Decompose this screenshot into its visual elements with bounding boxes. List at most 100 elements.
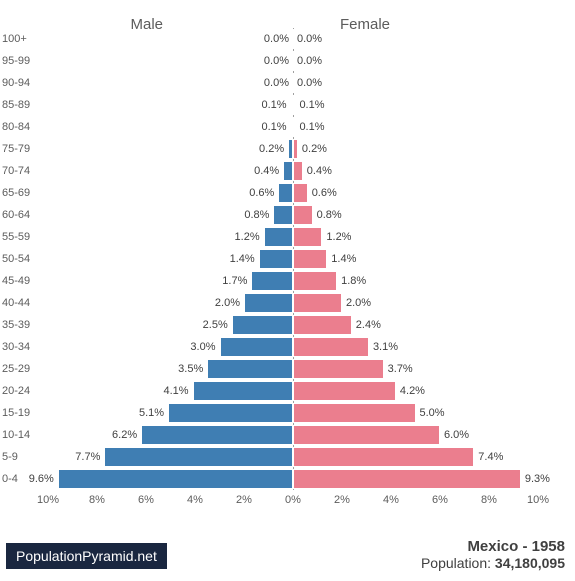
age-label: 85-89 <box>2 99 46 111</box>
bar-row: 0.8% 0.8% <box>48 204 538 226</box>
male-pct: 0.1% <box>261 99 286 111</box>
male-bar <box>232 315 293 335</box>
male-bar <box>273 205 293 225</box>
male-pct: 7.7% <box>75 451 100 463</box>
x-tick: 10% <box>527 494 549 506</box>
female-bar <box>293 227 322 247</box>
female-pct: 1.4% <box>331 253 356 265</box>
age-label: 95-99 <box>2 55 46 67</box>
age-label: 75-79 <box>2 143 46 155</box>
female-pct: 3.7% <box>388 363 413 375</box>
age-label: 40-44 <box>2 297 46 309</box>
male-pct: 1.2% <box>235 231 260 243</box>
age-label: 55-59 <box>2 231 46 243</box>
bar-row: 5.1%5.0% <box>48 402 538 424</box>
age-label: 10-14 <box>2 429 46 441</box>
plot-area: 0.0%0.0%0.0%0.0%0.0%0.0%0.1%0.1%0.1%0.1%… <box>48 28 538 490</box>
female-bar <box>293 139 298 159</box>
age-label: 25-29 <box>2 363 46 375</box>
female-bar <box>293 293 342 313</box>
male-bar <box>141 425 293 445</box>
female-pct: 5.0% <box>420 407 445 419</box>
female-bar <box>293 117 295 137</box>
male-pct: 6.2% <box>112 429 137 441</box>
age-label: 50-54 <box>2 253 46 265</box>
male-pct: 0.2% <box>259 143 284 155</box>
bar-row: 0.2% 0.2% <box>48 138 538 160</box>
male-bar <box>251 271 293 291</box>
bar-row: 4.1%4.2% <box>48 380 538 402</box>
footer: PopulationPyramid.net Mexico - 1958 Popu… <box>0 543 575 573</box>
female-bar <box>293 315 352 335</box>
male-bar <box>220 337 294 357</box>
male-pct: 4.1% <box>163 385 188 397</box>
male-bar <box>207 359 293 379</box>
site-badge[interactable]: PopulationPyramid.net <box>6 543 167 569</box>
male-bar <box>244 293 293 313</box>
female-pct: 2.0% <box>346 297 371 309</box>
male-bar <box>58 469 293 489</box>
female-bar <box>293 403 416 423</box>
female-pct: 0.0% <box>297 55 322 67</box>
bar-row: 0.4%0.4% <box>48 160 538 182</box>
bar-row: 9.6%9.3% <box>48 468 538 490</box>
age-label: 60-64 <box>2 209 46 221</box>
x-tick: 4% <box>383 494 399 506</box>
female-pct: 0.1% <box>299 121 324 133</box>
population-label: Population: <box>421 555 495 571</box>
bar-row: 1.7%1.8% <box>48 270 538 292</box>
bar-row: 0.1% 0.1% <box>48 116 538 138</box>
female-pct: 9.3% <box>525 473 550 485</box>
male-pct: 2.0% <box>215 297 240 309</box>
x-tick: 10% <box>37 494 59 506</box>
age-label: 90-94 <box>2 77 46 89</box>
female-bar <box>293 73 295 93</box>
female-bar <box>293 29 295 49</box>
male-pct: 0.4% <box>254 165 279 177</box>
female-bar <box>293 271 337 291</box>
footer-text: Mexico - 1958 Population: 34,180,095 <box>421 538 565 571</box>
bar-row: 7.7% 7.4% <box>48 446 538 468</box>
x-tick: 2% <box>236 494 252 506</box>
male-bar <box>283 161 293 181</box>
female-bar <box>293 249 327 269</box>
country-year: Mexico - 1958 <box>467 538 565 555</box>
male-bar <box>193 381 293 401</box>
x-tick: 6% <box>138 494 154 506</box>
age-label: 100+ <box>2 33 46 45</box>
age-label: 15-19 <box>2 407 46 419</box>
x-tick: 4% <box>187 494 203 506</box>
bar-row: 0.0%0.0% <box>48 50 538 72</box>
female-bar <box>293 183 308 203</box>
male-pct: 0.8% <box>244 209 269 221</box>
male-pct: 0.1% <box>261 121 286 133</box>
female-bar <box>293 51 295 71</box>
female-pct: 0.0% <box>297 77 322 89</box>
female-bar <box>293 359 384 379</box>
x-tick: 6% <box>432 494 448 506</box>
female-pct: 0.2% <box>302 143 327 155</box>
female-bar <box>293 469 521 489</box>
female-pct: 0.6% <box>312 187 337 199</box>
chart-container: Male Female 100+95-9990-9485-8980-8475-7… <box>0 8 575 528</box>
female-pct: 0.8% <box>317 209 342 221</box>
male-bar <box>259 249 293 269</box>
age-label: 5-9 <box>2 451 46 463</box>
male-bar <box>278 183 293 203</box>
male-pct: 0.6% <box>249 187 274 199</box>
male-pct: 3.5% <box>178 363 203 375</box>
female-bar <box>293 161 303 181</box>
male-pct: 3.0% <box>190 341 215 353</box>
male-pct: 0.0% <box>264 77 289 89</box>
female-bar <box>293 425 440 445</box>
female-bar <box>293 447 474 467</box>
female-pct: 6.0% <box>444 429 469 441</box>
female-pct: 0.1% <box>299 99 324 111</box>
male-pct: 9.6% <box>29 473 54 485</box>
x-tick: 0% <box>285 494 301 506</box>
age-label: 20-24 <box>2 385 46 397</box>
female-pct: 0.0% <box>297 33 322 45</box>
female-pct: 7.4% <box>478 451 503 463</box>
bar-row: 0.1% 0.1% <box>48 94 538 116</box>
age-label: 65-69 <box>2 187 46 199</box>
